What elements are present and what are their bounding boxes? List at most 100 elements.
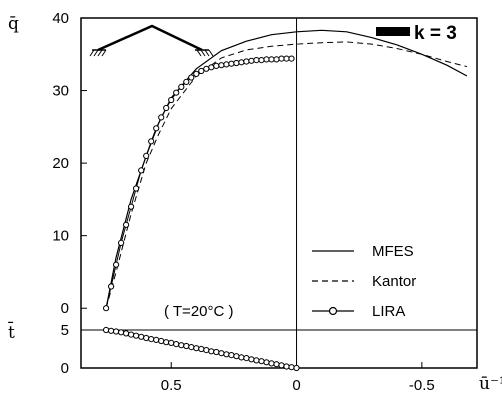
legend-label-mfes: MFES <box>372 243 414 260</box>
x-tick-label-1: 0 <box>292 377 300 394</box>
temperature-annotation: ( T=20°C ) <box>164 303 234 320</box>
series-point-upper-lira-9 <box>148 138 155 145</box>
series-point-upper-lira-17 <box>188 74 195 81</box>
series-point-upper-lira-10 <box>153 125 160 132</box>
series-point-lower-lira-10 <box>153 336 160 343</box>
x-axis-symbol: ū⁻¹ <box>479 374 502 394</box>
series-point-upper-lira-24 <box>223 61 230 68</box>
series-point-upper-lira-26 <box>233 59 240 67</box>
series-point-lower-lira-31 <box>258 358 265 365</box>
series-point-upper-lira-21 <box>208 64 215 71</box>
legend-marker-lira <box>328 306 338 316</box>
series-point-upper-lira-5 <box>128 203 135 210</box>
series-point-upper-lira-19 <box>198 67 205 75</box>
series-point-lower-lira-6 <box>133 332 140 339</box>
y-tick-label-lower-0: 0 <box>61 360 69 377</box>
series-point-lower-lira-16 <box>183 342 190 350</box>
x-tick-label-2: -0.5 <box>409 377 435 394</box>
series-point-upper-lira-32 <box>263 56 270 63</box>
series-point-lower-lira-22 <box>213 348 220 356</box>
legend-label-kantor: Kantor <box>372 273 416 290</box>
series-point-upper-lira-8 <box>143 152 150 159</box>
series-point-upper-lira-12 <box>163 104 170 112</box>
series-point-upper-lira-22 <box>213 62 220 70</box>
series-point-upper-lira-16 <box>183 78 190 86</box>
y-axis-symbol-upper: q̄ <box>8 14 19 34</box>
y-tick-label-lower-1: 5 <box>61 322 69 339</box>
legend: MFES Kantor LIRA <box>312 243 416 320</box>
series-point-lower-lira-36 <box>283 363 290 370</box>
series-point-upper-lira-15 <box>178 83 185 91</box>
series-line-upper-mfes <box>105 29 468 309</box>
series-point-upper-lira-35 <box>278 55 285 62</box>
series-point-lower-lira-2 <box>113 328 120 335</box>
series-point-lower-lira-35 <box>278 362 285 369</box>
plot-frame <box>80 17 478 369</box>
series-point-upper-lira-31 <box>258 57 265 64</box>
series-point-lower-lira-13 <box>168 339 175 346</box>
series-point-lower-lira-12 <box>163 339 170 346</box>
series-point-lower-lira-28 <box>243 355 250 362</box>
series-line-upper-lira <box>105 58 292 309</box>
series-point-upper-lira-23 <box>218 62 225 69</box>
series-point-lower-lira-30 <box>253 357 260 364</box>
series-point-lower-lira-15 <box>178 342 185 349</box>
series-point-upper-lira-28 <box>243 58 250 65</box>
series-point-lower-lira-20 <box>203 347 210 354</box>
series-point-lower-lira-0 <box>103 326 110 334</box>
panel-label: k = 3 <box>414 23 457 44</box>
series-point-upper-lira-36 <box>283 55 290 62</box>
series-point-upper-lira-25 <box>228 60 235 67</box>
series-point-lower-lira-32 <box>263 359 270 366</box>
series-point-lower-lira-18 <box>193 345 200 352</box>
series-point-lower-lira-17 <box>188 344 195 351</box>
series-point-lower-lira-29 <box>248 356 255 363</box>
arch-structure-icon <box>89 24 214 57</box>
series-point-lower-lira-1 <box>108 327 115 334</box>
series-point-upper-lira-1 <box>108 283 115 290</box>
series-point-upper-lira-0 <box>103 305 110 312</box>
y-tick-label-upper-1: 10 <box>52 228 69 245</box>
y-axis-symbol-lower: t̄ <box>8 320 15 343</box>
series-point-upper-lira-34 <box>273 56 280 63</box>
series-point-lower-lira-19 <box>198 345 205 353</box>
series-point-upper-lira-7 <box>138 167 145 174</box>
series-point-upper-lira-2 <box>113 261 120 268</box>
series-point-lower-lira-5 <box>128 331 135 338</box>
series-point-upper-lira-37 <box>288 55 295 62</box>
series-point-upper-lira-20 <box>203 65 210 72</box>
series-point-upper-lira-11 <box>158 114 165 121</box>
x-tick-label-0: 0.5 <box>161 377 182 394</box>
series-point-lower-lira-24 <box>223 351 230 358</box>
y-tick-label-upper-4: 40 <box>52 10 69 27</box>
series-point-upper-lira-4 <box>123 221 130 228</box>
series-point-upper-lira-30 <box>253 57 260 64</box>
series-point-lower-lira-21 <box>208 348 215 355</box>
y-tick-label-upper-2: 20 <box>52 155 69 172</box>
series-point-lower-lira-38 <box>293 364 300 372</box>
k-label-swatch <box>376 27 410 36</box>
series-line-upper-kantor <box>105 41 468 309</box>
series-point-lower-lira-33 <box>268 360 275 367</box>
series-point-lower-lira-34 <box>273 361 280 368</box>
series-point-upper-lira-18 <box>193 70 200 78</box>
series-point-lower-lira-3 <box>118 329 125 336</box>
series-point-upper-lira-3 <box>118 239 125 246</box>
series-point-lower-lira-23 <box>218 350 225 357</box>
series-point-upper-lira-13 <box>168 96 175 104</box>
legend-label-lira: LIRA <box>372 303 405 320</box>
series-point-upper-lira-29 <box>248 57 255 64</box>
series-point-upper-lira-6 <box>133 185 140 192</box>
y-tick-label-upper-3: 30 <box>52 83 69 100</box>
series-point-lower-lira-37 <box>288 364 295 371</box>
series-point-lower-lira-4 <box>123 330 130 337</box>
series-point-lower-lira-11 <box>158 337 165 345</box>
series-point-lower-lira-25 <box>228 352 235 359</box>
series-point-lower-lira-9 <box>148 336 155 343</box>
series-point-lower-lira-7 <box>138 333 145 340</box>
series-point-upper-lira-14 <box>173 89 180 96</box>
series-point-upper-lira-33 <box>268 56 275 63</box>
series-point-lower-lira-26 <box>233 353 240 360</box>
series-point-lower-lira-14 <box>173 341 180 348</box>
